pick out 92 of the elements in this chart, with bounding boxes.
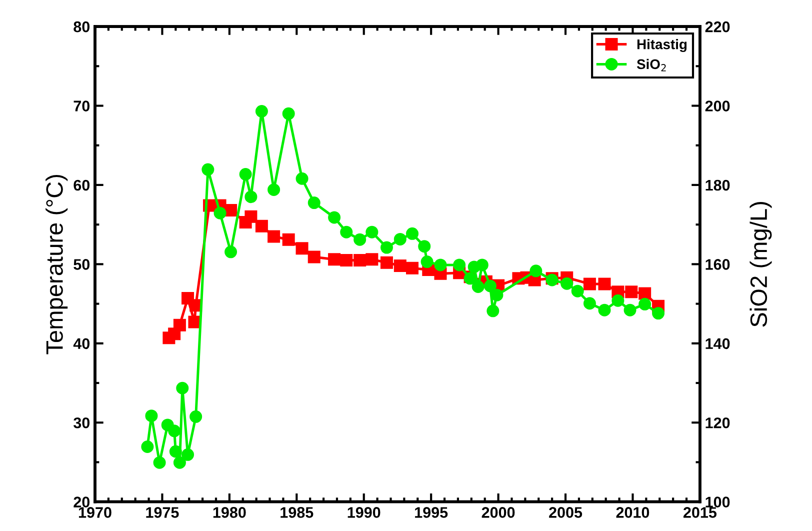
point	[268, 183, 280, 196]
y-tick-label: 80	[74, 21, 90, 32]
point	[420, 256, 434, 268]
y2-axis-title: SiO2 (mg/L)	[750, 202, 772, 327]
point	[169, 445, 182, 458]
point	[583, 278, 596, 290]
point	[484, 280, 496, 292]
point	[328, 253, 341, 266]
point	[418, 240, 431, 253]
point	[153, 456, 166, 469]
point	[141, 440, 154, 453]
point	[176, 382, 189, 394]
point	[214, 206, 226, 220]
point	[486, 304, 500, 318]
point	[224, 246, 238, 258]
point	[182, 448, 194, 461]
point	[472, 280, 484, 293]
y-tick-label: 30	[74, 417, 90, 428]
point	[296, 242, 308, 255]
y2-tick-label: 120	[706, 417, 730, 428]
point	[625, 286, 638, 298]
point	[308, 196, 320, 210]
point	[571, 284, 584, 298]
x-tick-label: 1975	[146, 507, 179, 518]
point	[434, 258, 447, 272]
x-tick-label: 1980	[213, 507, 246, 518]
x-tick-label: 2015	[683, 507, 717, 518]
y2-tick-label: 140	[706, 338, 730, 350]
point	[239, 168, 252, 181]
y-tick-label: 60	[74, 180, 90, 191]
point	[296, 172, 308, 185]
point	[366, 253, 378, 266]
point	[244, 190, 258, 204]
point	[188, 316, 201, 328]
point	[380, 256, 393, 269]
point	[638, 287, 652, 300]
point	[190, 410, 202, 423]
y-tick-label: 40	[73, 338, 90, 350]
point	[598, 304, 611, 316]
point	[282, 233, 295, 246]
x-tick-label: 1995	[415, 507, 448, 518]
point	[354, 254, 366, 266]
point	[406, 227, 419, 240]
point	[598, 278, 611, 290]
point	[202, 163, 214, 176]
point	[583, 297, 596, 310]
point	[268, 230, 280, 243]
point	[308, 250, 320, 264]
y-tick-label: 70	[74, 100, 90, 112]
point	[244, 210, 258, 223]
y2-tick-label: 160	[706, 259, 730, 270]
point	[612, 294, 624, 307]
point	[354, 233, 366, 246]
legend-label: SiO$_{2}$	[636, 58, 666, 72]
y2-tick-label: 220	[705, 21, 730, 32]
x-tick-label: 1985	[280, 507, 314, 518]
x-tick-label: 2000	[482, 507, 515, 518]
point	[224, 204, 238, 217]
point	[340, 226, 353, 238]
point	[624, 304, 636, 316]
point	[145, 410, 158, 422]
x-tick-label: 1990	[348, 507, 380, 518]
point	[638, 298, 652, 310]
point	[255, 220, 268, 232]
point	[560, 277, 574, 290]
point	[173, 318, 186, 332]
point	[328, 211, 341, 224]
point	[380, 241, 393, 254]
y-tick-label: 50	[74, 259, 90, 270]
point	[453, 258, 466, 272]
point	[173, 456, 186, 469]
point	[282, 107, 295, 120]
y2-tick-label: 180	[706, 180, 730, 191]
x-tick-label: 2005	[549, 507, 582, 518]
point	[168, 424, 181, 438]
y2-tick-label: 100	[706, 496, 730, 508]
point	[394, 232, 406, 246]
point	[394, 260, 406, 272]
point	[366, 226, 378, 238]
point	[340, 254, 353, 266]
x-tick-label: 1970	[78, 507, 112, 518]
x-tick-label: 2010	[616, 507, 650, 518]
point	[490, 288, 504, 302]
point	[255, 105, 268, 118]
point	[652, 307, 665, 320]
legend-label: Hitastig	[637, 39, 687, 52]
y-tick-label: 20	[74, 496, 90, 508]
point	[406, 262, 419, 274]
y-axis-title: Temperature (°C)	[46, 174, 68, 354]
point	[476, 258, 488, 272]
y2-tick-label: 200	[705, 100, 730, 112]
point	[530, 264, 542, 278]
